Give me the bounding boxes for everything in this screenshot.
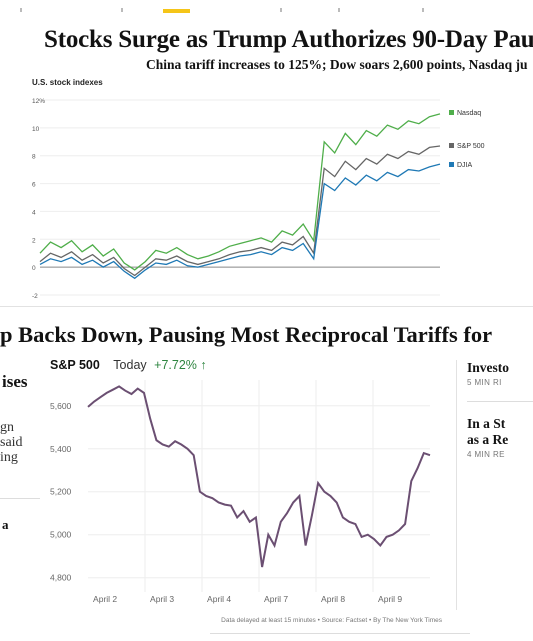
- nav-tick: [422, 8, 424, 12]
- legend-swatch: [449, 162, 454, 167]
- right-story-title: as a Re: [467, 432, 509, 447]
- nav-tick: [338, 8, 340, 12]
- right-story[interactable]: In a St as a Re 4 MIN RE: [467, 416, 533, 459]
- x-tick-label: April 3: [150, 594, 174, 604]
- x-tick-label: April 8: [321, 594, 345, 604]
- y-tick-label: 6: [32, 182, 36, 189]
- legend-label: Nasdaq: [457, 110, 481, 117]
- y-tick-label: 5,000: [50, 530, 72, 540]
- legend-swatch: [449, 110, 454, 115]
- x-tick-label: April 4: [207, 594, 231, 604]
- right-story-meta: 4 MIN RE: [467, 450, 505, 459]
- chart-title: U.S. stock indexes: [32, 78, 103, 87]
- right-story-meta: 5 MIN RI: [467, 378, 502, 387]
- change-value: +7.72% ↑: [154, 358, 207, 372]
- x-tick-label: April 7: [264, 594, 288, 604]
- us-stock-indexes-chart: U.S. stock indexes 12% 10 8 6 4 2 0 -2 Nasdaq S&P …: [32, 78, 485, 300]
- top-nav-strip: [0, 0, 533, 18]
- bottom-divider: [210, 633, 470, 634]
- x-tick-label: April 9: [378, 594, 402, 604]
- y-tick-label: 4: [32, 209, 36, 216]
- right-divider: [467, 401, 533, 402]
- y-tick-label: -2: [32, 293, 38, 300]
- left-teaser-heading: ises: [2, 372, 28, 391]
- y-tick-label: 4,800: [50, 573, 72, 583]
- series-line-s-p-500: [39, 145, 441, 277]
- sp500-intraday-chart: 5,600 5,400 5,200 5,000 4,800 April 2 April 3 A…: [50, 380, 443, 624]
- sp500-price-line: [87, 385, 431, 568]
- y-tick-label: 0: [32, 265, 36, 272]
- left-teaser-line: gn: [0, 420, 14, 435]
- right-story[interactable]: Investo 5 MIN RI: [467, 360, 533, 387]
- y-tick-label: 5,600: [50, 401, 72, 411]
- y-tick-label: 2: [32, 237, 36, 244]
- y-tick-label: 12%: [32, 98, 45, 105]
- y-tick-label: 5,400: [50, 444, 72, 454]
- left-teaser-line: ing: [0, 450, 18, 465]
- legend-label: DJIA: [457, 162, 473, 169]
- section-divider: [0, 306, 533, 307]
- nav-tick: [280, 8, 282, 12]
- column-divider: [456, 360, 457, 610]
- second-headline[interactable]: p Backs Down, Pausing Most Reciprocal Ta…: [0, 322, 493, 347]
- legend-swatch: [449, 143, 454, 148]
- series-line-nasdaq: [39, 113, 441, 271]
- right-story-title: Investo: [467, 360, 510, 375]
- y-tick-label: 10: [32, 126, 40, 133]
- y-tick-label: 5,200: [50, 487, 72, 497]
- main-headline[interactable]: Stocks Surge as Trump Authorizes 90-Day …: [44, 26, 533, 53]
- period-label: Today: [113, 358, 147, 372]
- nav-tick: [121, 8, 123, 12]
- section-accent-bar: [163, 9, 190, 13]
- left-teaser-bottom: a: [2, 517, 9, 532]
- y-tick-label: 8: [32, 154, 36, 161]
- sp500-panel-header: S&P 500 Today +7.72% ↑: [50, 358, 207, 372]
- ticker-label: S&P 500: [50, 358, 100, 372]
- legend-label: S&P 500: [457, 143, 485, 150]
- left-divider: [0, 498, 40, 499]
- right-column-list: Investo 5 MIN RI In a St as a Re 4 MIN R…: [467, 360, 533, 459]
- right-story-title: In a St: [467, 416, 506, 431]
- x-tick-label: April 2: [93, 594, 117, 604]
- left-teaser-line: said: [0, 435, 23, 450]
- series-line-djia: [39, 163, 441, 280]
- source-note: Data delayed at least 15 minutes • Sourc…: [221, 617, 443, 624]
- headline-deck: China tariff increases to 125%; Dow soar…: [146, 57, 528, 72]
- nav-tick: [20, 8, 22, 12]
